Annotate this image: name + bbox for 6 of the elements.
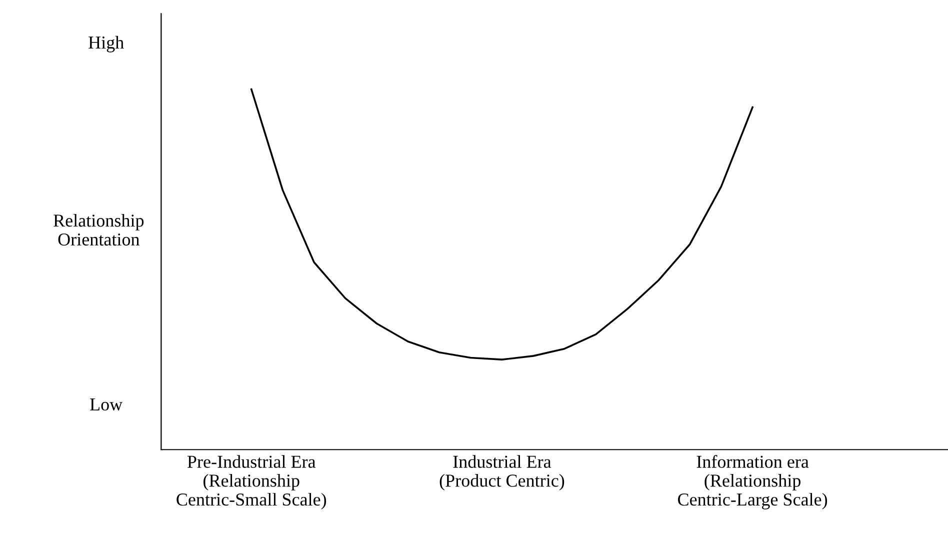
- text: Low: [90, 398, 123, 411]
- x-tick-label: Industrial Era (Product Centric): [440, 455, 564, 490]
- x-tick-label: Pre-Industrial Era (Relationship Centric-Small Scale): [176, 455, 326, 510]
- text: High: [88, 36, 124, 52]
- y-axis-title: Relationship Orientation: [54, 214, 144, 246]
- x-tick-label: Information era (Relationship Centric-Large Scale): [678, 454, 828, 510]
